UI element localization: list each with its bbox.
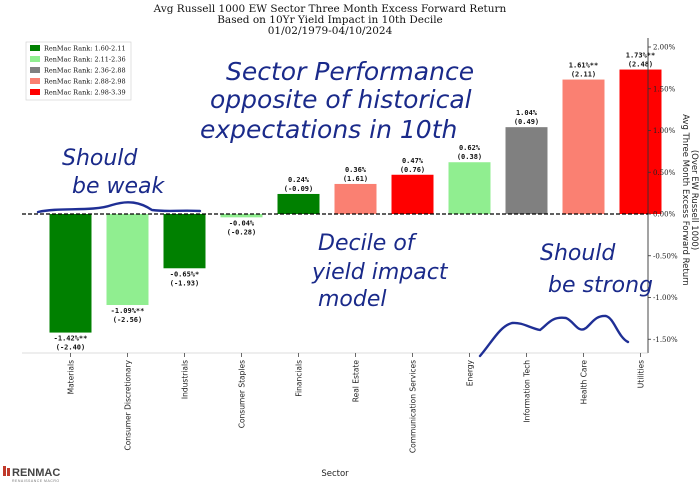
legend-swatch: [30, 56, 40, 62]
renmac-logo: RENMAC RENAISSANCE MACRO: [3, 466, 60, 483]
bar: [448, 162, 491, 214]
handwritten-note: Should: [540, 241, 616, 266]
y-tick-label: -1.50%: [653, 336, 678, 344]
chart-title-line: Based on 10Yr Yield Impact in 10th Decil…: [217, 14, 443, 26]
y-axis-title: (Over EW Russell 1000): [689, 150, 699, 250]
y-axis-title: Avg Three Month Excess Forward Return: [680, 114, 690, 286]
bar: [505, 127, 548, 214]
data-label-value: -0.65%*: [170, 270, 200, 278]
chart-title-line: Avg Russell 1000 EW Sector Three Month E…: [153, 3, 507, 15]
legend-swatch: [30, 89, 40, 95]
data-label-value: -1.42%**: [54, 335, 88, 343]
data-label-value: 0.62%: [459, 144, 481, 152]
legend: RenMac Rank: 1.60-2.11 RenMac Rank: 2.11-…: [25, 41, 132, 101]
legend-label: RenMac Rank: 1.60-2.11: [44, 45, 126, 53]
legend-swatch: [30, 67, 40, 73]
data-label-value: 1.04%: [516, 109, 538, 117]
category-label: Communication Services: [409, 360, 418, 453]
y-tick-label: 0.50%: [653, 169, 676, 177]
category-label: Health Care: [580, 360, 589, 405]
data-label-tstat: (2.11): [571, 71, 596, 79]
category-label: Utilities: [637, 360, 646, 388]
legend-label: RenMac Rank: 2.36-2.88: [44, 67, 126, 75]
bar: [619, 69, 662, 214]
category-label: Consumer Staples: [238, 360, 247, 428]
data-label-tstat: (-1.93): [170, 279, 200, 287]
data-label-value: 0.36%: [345, 166, 367, 174]
y-tick-label: 2.00%: [653, 44, 676, 52]
handwritten-note: opposite of historical: [210, 85, 472, 114]
handwritten-note: be strong: [548, 273, 653, 298]
data-label-value: 1.73%**: [626, 52, 656, 60]
handwritten-note: model: [318, 287, 387, 312]
handwritten-note: Decile of: [318, 231, 418, 256]
data-label-value: 0.47%: [402, 157, 424, 165]
category-label: Real Estate: [352, 360, 361, 403]
bar: [391, 174, 434, 214]
data-label-value: -1.09%**: [111, 307, 145, 315]
data-labels: -1.42%**(-2.40) -1.09%**(-2.56) -0.65%*(-1…: [54, 52, 656, 352]
data-label-tstat: (0.49): [514, 118, 539, 126]
legend-swatch: [30, 45, 40, 51]
data-label-tstat: (-0.09): [284, 185, 314, 193]
category-label: Financials: [295, 360, 304, 397]
data-label-value: 0.24%: [288, 176, 310, 184]
handwritten-note: expectations in 10th: [200, 115, 457, 144]
handwritten-note: Should: [62, 146, 138, 171]
legend-swatch: [30, 78, 40, 84]
bar: [106, 214, 149, 306]
data-label-tstat: (1.61): [343, 175, 368, 183]
logo-name: RENMAC: [12, 467, 60, 479]
handwritten-note: be weak: [72, 174, 166, 199]
ink-curve-left: [36, 201, 202, 214]
y-tick-label: -0.50%: [653, 252, 678, 260]
x-axis: Materials Consumer Discretionary Industria…: [67, 353, 646, 453]
y-tick-label: 1.50%: [653, 85, 676, 93]
handwritten-note: yield impact: [311, 260, 449, 285]
y-tick-label: 0.00%: [653, 211, 676, 219]
logo-subtitle: RENAISSANCE MACRO: [12, 479, 60, 483]
data-label-value: 1.61%**: [569, 62, 599, 70]
data-label-tstat: (-2.56): [113, 316, 143, 324]
data-label-tstat: (0.76): [400, 166, 425, 174]
legend-label: RenMac Rank: 2.11-2.36: [44, 56, 126, 64]
bar: [163, 214, 206, 269]
ink-curve-right: [478, 314, 630, 358]
category-label: Consumer Discretionary: [124, 359, 133, 450]
legend-label: RenMac Rank: 2.88-2.98: [44, 78, 126, 86]
bars: [49, 69, 662, 333]
data-label-tstat: (0.38): [457, 153, 482, 161]
data-label-value: -0.04%: [229, 219, 255, 227]
bar: [277, 193, 320, 214]
category-label: Industrials: [181, 360, 190, 399]
legend-label: RenMac Rank: 2.98-3.39: [44, 89, 126, 97]
category-label: Energy: [466, 359, 475, 386]
category-label: Information Tech: [523, 360, 532, 423]
data-label-tstat: (-2.40): [56, 344, 86, 352]
data-label-tstat: (2.48): [628, 61, 653, 69]
bar: [49, 214, 92, 333]
handwritten-note: Sector Performance: [226, 57, 474, 86]
legend-box: [25, 41, 132, 101]
logo-mark-icon: [3, 466, 10, 476]
bar: [220, 214, 263, 218]
y-tick-label: -1.00%: [653, 294, 678, 302]
chart-titles: Avg Russell 1000 EW Sector Three Month E…: [153, 3, 507, 37]
x-axis-title: Sector: [321, 469, 349, 479]
bar: [334, 183, 377, 214]
y-axis: -1.50% -1.00% -0.50% 0.00% 0.50% 1.00% 1.50% 2.…: [22, 38, 699, 354]
bar: [562, 79, 605, 214]
y-tick-label: 1.00%: [653, 127, 676, 135]
category-label: Materials: [67, 360, 76, 394]
data-label-tstat: (-0.28): [227, 228, 257, 236]
chart-title-line: 01/02/1979-04/10/2024: [268, 25, 393, 37]
